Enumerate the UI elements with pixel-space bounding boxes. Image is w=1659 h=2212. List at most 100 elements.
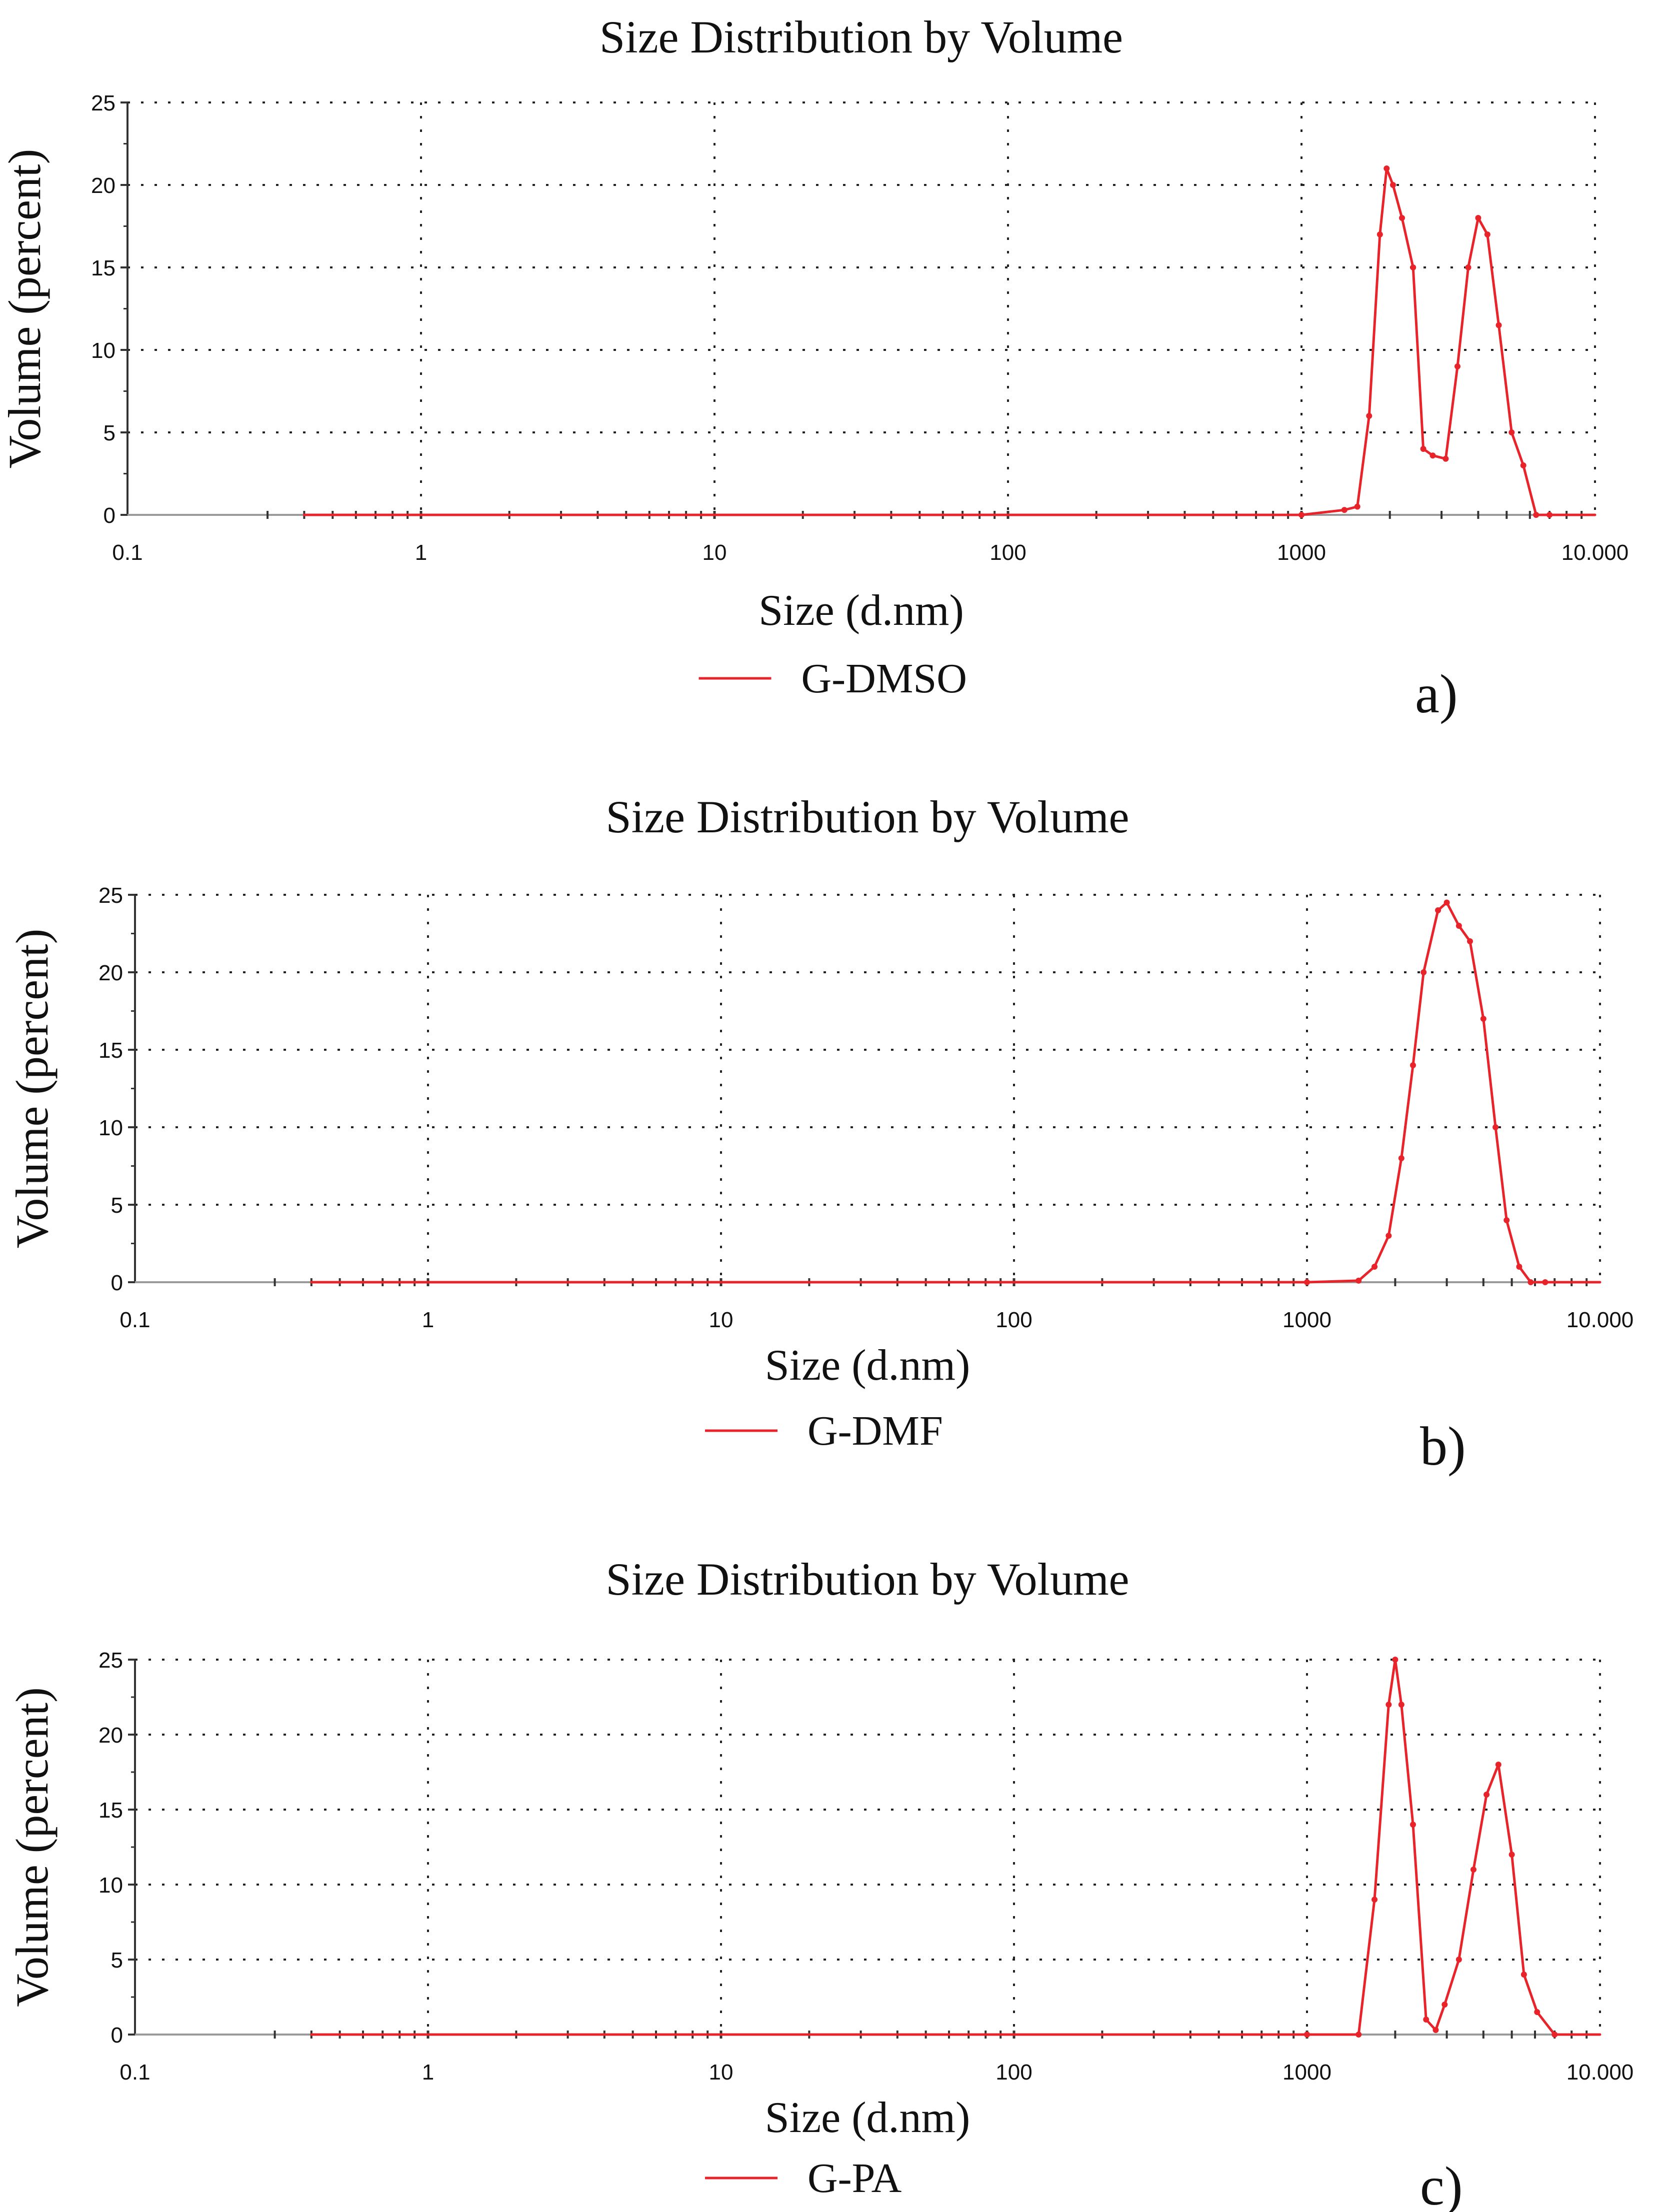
x-tick-label: 0.1 [112,540,142,565]
chart-panel-2: Size Distribution by Volume Volume (perce… [6,791,1634,1477]
data-point [1533,512,1540,518]
data-point [1508,1852,1515,1858]
data-point [1546,512,1553,518]
data-point [1456,1957,1462,1963]
legend-label: G-DMF [808,1408,943,1454]
data-point [1392,1657,1398,1663]
data-point [1520,462,1526,468]
y-tick-label: 5 [111,1193,123,1218]
data-point [1465,264,1472,270]
panel-label: c) [1420,2156,1462,2212]
x-axis-label: Size (d.nm) [765,1341,970,1390]
y-tick-label: 5 [104,421,116,445]
data-point [1470,1867,1476,1873]
data-point [1410,1062,1416,1068]
y-tick-label: 25 [98,883,123,908]
y-tick-label: 10 [91,338,116,363]
x-tick-label: 100 [996,2060,1032,2085]
x-tick-label: 1 [422,1308,434,1332]
data-point [1386,1233,1392,1239]
x-tick-label: 10.000 [1566,1308,1634,1332]
data-point [1372,1264,1378,1270]
data-point [1492,1124,1499,1130]
chart-title: Size Distribution by Volume [606,1554,1130,1605]
data-point [1423,2017,1430,2023]
x-tick-label: 10.000 [1562,540,1629,565]
y-axis-label: Volume (percent) [6,1687,58,2007]
data-point [1390,182,1396,188]
legend-label: G-DMSO [802,655,967,702]
data-point [1420,446,1426,452]
data-point [1480,1016,1486,1022]
y-axis-label: Volume (percent) [0,149,50,469]
y-tick-label: 20 [91,173,116,198]
x-tick-label: 10.000 [1566,2060,1634,2085]
data-point [1508,429,1515,435]
data-point [1442,2002,1448,2008]
data-point [1410,264,1416,270]
x-tick-label: 1000 [1277,540,1326,565]
data-point [1304,1279,1310,1285]
data-point [1410,1822,1416,1828]
y-tick-label: 10 [98,1873,123,1898]
y-tick-label: 25 [98,1648,123,1673]
data-point [1366,413,1372,419]
y-tick-label: 0 [104,503,116,528]
series-line-G-DMF [310,901,1602,1284]
data-point [1341,507,1348,513]
data-point [1442,455,1449,462]
panel-label: a) [1415,663,1458,724]
y-tick-label: 15 [91,256,116,280]
y-tick-label: 0 [111,2023,123,2048]
y-tick-label: 15 [98,1798,123,1823]
data-point [1504,1217,1510,1223]
data-point [1444,899,1450,906]
data-point [1384,165,1390,171]
y-tick-label: 5 [111,1948,123,1973]
y-tick-label: 20 [98,961,123,985]
x-tick-label: 10 [709,1308,734,1332]
data-point [1454,363,1460,369]
panel-label: b) [1420,1416,1466,1477]
data-point [1552,2032,1558,2038]
data-point [1528,1279,1534,1285]
data-point [1542,1279,1548,1285]
x-tick-label: 1000 [1282,1308,1332,1332]
chart-panel-3: Size Distribution by Volume Volume (perce… [6,1554,1634,2212]
y-tick-label: 15 [98,1038,123,1063]
data-point [1495,1762,1502,1768]
data-point [1356,1277,1362,1284]
chart-title: Size Distribution by Volume [600,11,1123,62]
data-point [1420,969,1427,975]
x-tick-label: 0.1 [120,2060,150,2085]
data-point [1475,215,1482,221]
y-tick-label: 20 [98,1723,123,1748]
data-point [1456,923,1462,929]
data-point [1484,231,1490,237]
x-tick-label: 10 [702,540,727,565]
data-point [1354,503,1360,510]
data-point [1516,1264,1522,1270]
x-tick-label: 10 [709,2060,734,2085]
data-point [1430,452,1436,459]
data-point [1398,1155,1404,1161]
x-tick-label: 100 [990,540,1026,565]
data-point [1356,2032,1362,2038]
chart-title: Size Distribution by Volume [606,791,1130,842]
data-point [1534,2009,1540,2015]
series-line-G-PA [310,1658,1602,2036]
data-point [1398,1702,1404,1708]
data-point [1304,2032,1310,2038]
data-point [1520,1972,1527,1978]
data-point [1496,322,1502,328]
data-point [1386,1702,1392,1708]
data-point [1298,512,1304,518]
x-tick-label: 100 [996,1308,1032,1332]
data-point [1372,1897,1378,1903]
legend-label: G-PA [808,2155,902,2202]
x-tick-label: 1000 [1282,2060,1332,2085]
x-tick-label: 1 [415,540,427,565]
data-point [1484,1792,1490,1798]
x-axis-label: Size (d.nm) [765,2094,970,2142]
